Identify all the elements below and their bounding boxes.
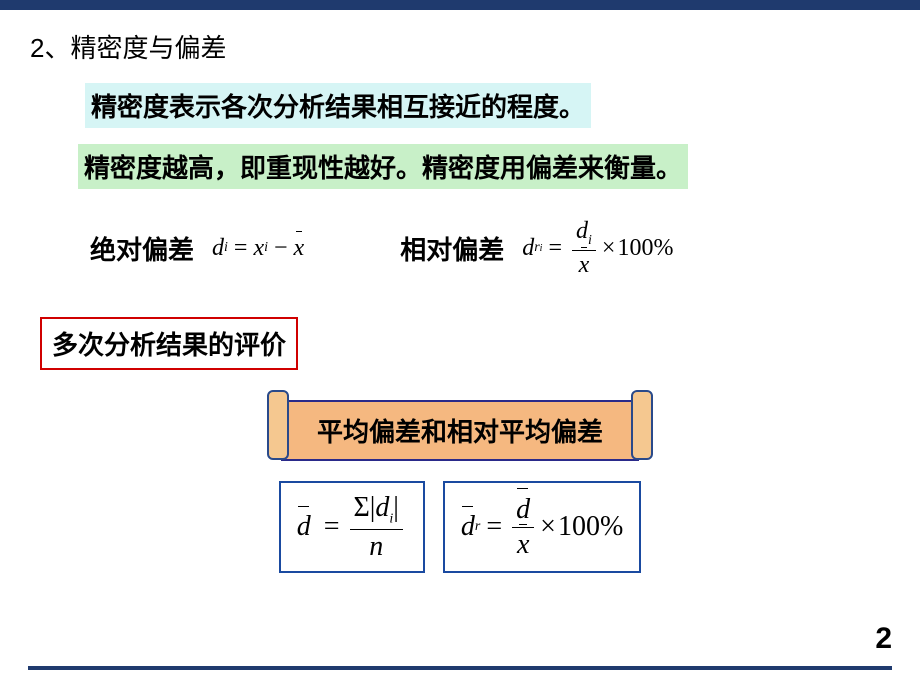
rel-deviation-label: 相对偏差 <box>400 230 504 267</box>
section-title: 2、精密度与偏差 <box>30 28 890 65</box>
scroll-left-icon <box>267 390 289 460</box>
highlight-line-2: 精密度越高，即重现性越好。精密度用偏差来衡量。 <box>78 144 688 189</box>
highlight-line-1: 精密度表示各次分析结果相互接近的程度。 <box>85 83 591 128</box>
rel-mean-deviation-formula: dr= d x ×100% <box>443 481 641 573</box>
abs-deviation-label: 绝对偏差 <box>90 230 194 267</box>
rel-deviation-formula: dri= di x ×100% <box>522 217 673 279</box>
mean-deviation-formulas: d = Σ|di| n dr= d x ×100% <box>30 481 890 573</box>
abs-deviation-formula: di=xi−x <box>212 235 304 262</box>
banner-container: 平均偏差和相对平均偏差 <box>30 400 890 461</box>
scroll-right-icon <box>631 390 653 460</box>
slide-content: 2、精密度与偏差 精密度表示各次分析结果相互接近的程度。 精密度越高，即重现性越… <box>0 10 920 573</box>
page-number: 2 <box>875 622 892 656</box>
deviation-formulas-row: 绝对偏差 di=xi−x 相对偏差 dri= di x ×100% <box>90 217 890 279</box>
banner-text: 平均偏差和相对平均偏差 <box>317 418 603 447</box>
top-accent-bar <box>0 0 920 10</box>
evaluation-box: 多次分析结果的评价 <box>40 317 298 370</box>
bottom-accent-bar <box>28 666 892 670</box>
banner-title: 平均偏差和相对平均偏差 <box>281 400 639 461</box>
mean-deviation-formula: d = Σ|di| n <box>279 481 425 573</box>
